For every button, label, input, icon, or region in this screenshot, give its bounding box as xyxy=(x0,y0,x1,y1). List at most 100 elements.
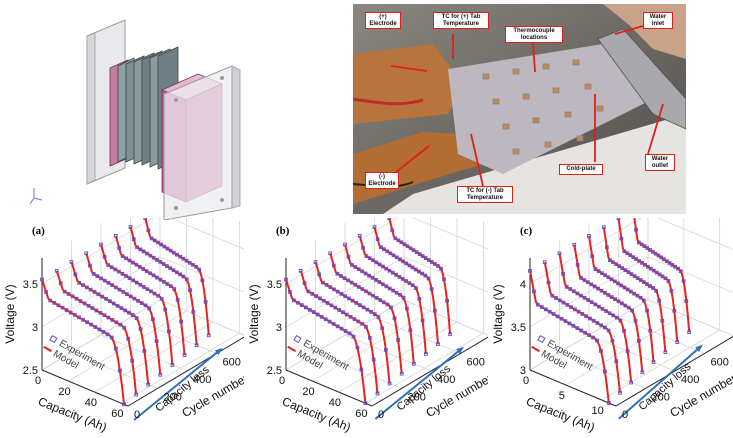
experiment-marker xyxy=(410,265,415,270)
experiment-marker xyxy=(620,301,624,306)
experiment-marker xyxy=(410,283,415,288)
experiment-marker xyxy=(631,255,636,259)
experiment-marker xyxy=(361,305,366,310)
experiment-marker xyxy=(364,254,369,258)
experiment-marker xyxy=(645,282,649,286)
experiment-marker xyxy=(586,280,590,285)
experiment-marker xyxy=(335,289,340,294)
panel-letter: (b) xyxy=(276,225,290,237)
experiment-marker xyxy=(184,258,189,263)
experiment-marker xyxy=(670,263,675,267)
experiment-marker xyxy=(144,269,149,273)
experiment-marker xyxy=(563,319,568,323)
experiment-marker xyxy=(629,272,634,276)
experiment-marker xyxy=(448,332,452,337)
experiment-marker xyxy=(396,338,400,342)
experiment-marker xyxy=(612,279,617,284)
experiment-marker xyxy=(200,278,205,283)
experiment-marker xyxy=(364,289,368,294)
experiment-marker xyxy=(638,295,643,300)
experiment-marker xyxy=(318,296,322,301)
experiment-marker xyxy=(614,359,619,364)
experiment-marker xyxy=(640,261,644,265)
experiment-marker xyxy=(388,251,393,256)
experiment-marker xyxy=(408,246,413,251)
experiment-marker xyxy=(396,238,401,243)
experiment-marker xyxy=(171,250,176,255)
experiment-marker xyxy=(93,325,98,329)
experiment-marker xyxy=(194,264,198,269)
experiment-marker xyxy=(127,310,131,315)
experiment-marker xyxy=(646,264,650,269)
experiment-marker xyxy=(188,288,192,292)
gridline xyxy=(565,218,685,386)
experiment-marker xyxy=(105,332,110,337)
cycle-tick-label: 400 xyxy=(437,374,455,386)
experiment-marker xyxy=(596,286,600,291)
chart-panel-a: Capacity loss2.533.502040600200400600800… xyxy=(3,218,244,434)
experiment-marker xyxy=(675,340,680,344)
gridline xyxy=(312,218,431,382)
callout-water-outlet: Water outlet xyxy=(645,154,675,171)
experiment-marker xyxy=(629,380,634,385)
callout-water-inlet: Water inlet xyxy=(643,12,673,29)
experiment-marker xyxy=(131,237,136,242)
experiment-marker xyxy=(159,242,163,247)
experiment-marker xyxy=(156,240,160,245)
experiment-marker xyxy=(167,329,171,334)
experiment-marker xyxy=(367,335,372,340)
experiment-marker xyxy=(387,218,392,221)
experiment-marker xyxy=(81,283,85,287)
experiment-marker xyxy=(91,272,96,276)
experiment-marker xyxy=(625,349,630,353)
experiment-marker xyxy=(58,281,63,286)
experiment-marker xyxy=(149,236,154,241)
experiment-marker xyxy=(616,281,620,286)
experiment-marker xyxy=(596,269,601,273)
experiment-marker xyxy=(572,242,577,247)
capacity-axis-title: Capacity (Ah) xyxy=(280,394,353,434)
experiment-marker xyxy=(635,276,640,280)
gridline xyxy=(121,221,240,404)
experiment-marker xyxy=(623,268,628,272)
gridline xyxy=(529,258,617,407)
legend-model-line xyxy=(287,345,297,353)
experiment-marker xyxy=(684,299,689,303)
experiment-marker xyxy=(84,285,89,290)
experiment-marker xyxy=(603,273,607,278)
experiment-marker xyxy=(344,312,349,317)
gridline xyxy=(338,218,458,393)
experiment-marker xyxy=(617,264,622,269)
gridline xyxy=(529,218,733,285)
experiment-marker xyxy=(633,318,638,323)
cycle-tick-label: 0 xyxy=(622,409,628,421)
experiment-marker xyxy=(360,269,365,274)
experiment-marker xyxy=(77,315,81,320)
experiment-marker xyxy=(632,291,636,296)
experiment-marker xyxy=(417,296,422,301)
experiment-marker xyxy=(595,338,599,343)
experiment-marker xyxy=(315,312,320,317)
experiment-marker xyxy=(595,321,600,325)
experiment-marker xyxy=(342,276,347,281)
experiment-marker xyxy=(181,256,186,261)
experiment-marker xyxy=(174,270,179,275)
legend-model-line xyxy=(531,345,541,353)
experiment-marker xyxy=(381,300,386,305)
experiment-marker xyxy=(648,284,652,288)
experiment-marker xyxy=(321,280,325,285)
capacity-tick-label: 0 xyxy=(35,375,41,387)
experiment-marker xyxy=(600,306,605,311)
cycle-tick-label: 200 xyxy=(652,392,670,404)
cycle-tick-label: 600 xyxy=(223,357,241,369)
experiment-marker xyxy=(178,254,183,259)
experiment-marker xyxy=(88,287,93,292)
experiment-marker xyxy=(623,303,628,308)
experiment-marker xyxy=(603,369,607,374)
experiment-marker xyxy=(170,363,175,367)
experiment-marker xyxy=(385,249,390,254)
experiment-marker xyxy=(430,260,434,264)
experiment-marker xyxy=(314,294,318,298)
capacity-tick-label: 10 xyxy=(592,405,604,417)
experiment-marker xyxy=(178,272,182,277)
